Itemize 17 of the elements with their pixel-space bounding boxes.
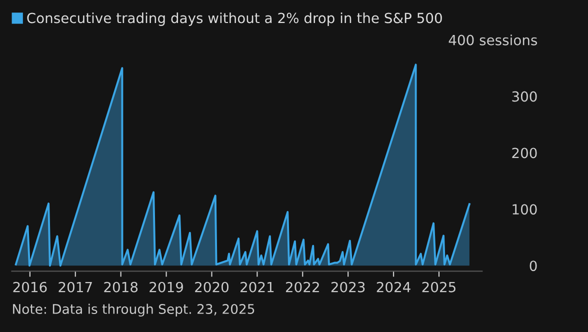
y-tick-label: 100	[512, 204, 537, 215]
x-tick-label: 2019	[150, 282, 183, 292]
legend-label: Consecutive trading days without a 2% drop in the S&P 500	[27, 12, 442, 26]
x-tick-label: 2017	[58, 282, 92, 292]
y-tick-label: 200	[512, 148, 537, 158]
y-tick-label: 0	[530, 260, 537, 272]
y-tick-label: 300	[512, 91, 537, 102]
x-tick-label: 2016	[13, 282, 47, 292]
x-tick-label: 2018	[104, 282, 138, 292]
text: Note: Data is through Sept. 23, 2025	[13, 304, 254, 317]
x-tick-label: 2024	[376, 282, 410, 292]
x-tick-label: 2021	[240, 282, 274, 292]
x-tick-label: 2023	[331, 282, 365, 292]
x-tick-label: 2025	[422, 282, 456, 292]
y-tick-label: 400 sessions	[448, 34, 538, 46]
x-tick-label: 2020	[195, 282, 228, 292]
x-tick-label: 2022	[286, 282, 319, 292]
